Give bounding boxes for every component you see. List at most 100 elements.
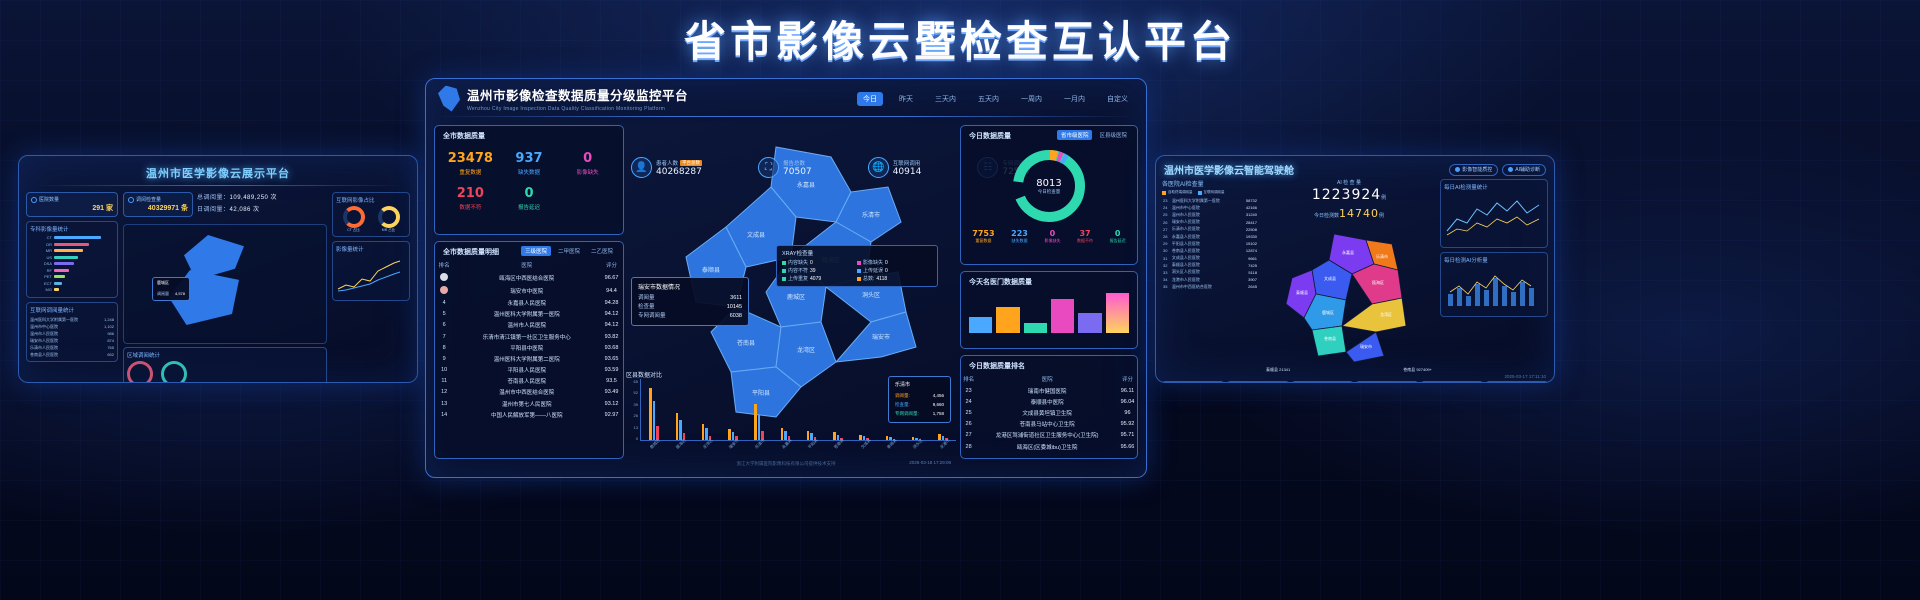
tooltip-row: 调阅量: 4,456 xyxy=(895,391,944,400)
right-header-buttons[interactable]: 影像智能质控 AI辅助诊断 xyxy=(1449,163,1546,176)
ai-charts-col: 每日AI检测量统计 每日检测AI分析量 xyxy=(1440,179,1548,377)
kpi-value: 40268287 xyxy=(656,166,702,177)
item-name: 温州市中心医院 xyxy=(30,323,58,329)
bar-label: DSA xyxy=(43,261,52,266)
donut-group: CT 占比 MR 占比 xyxy=(336,206,406,233)
top-today-bars xyxy=(961,289,1137,333)
legend-value: 0 xyxy=(885,268,888,274)
today-metric: 7753 重复数据 xyxy=(972,229,994,244)
cell-rank: 6 xyxy=(442,322,446,329)
table-row: 12 温州市中西医结合医院 93.49 xyxy=(435,387,623,398)
stat-card-read-count: 调阅检查量 40329971 条 xyxy=(123,192,193,217)
chip-icon-button[interactable]: AI辅助诊断 xyxy=(1502,163,1546,176)
bar-group xyxy=(827,431,849,440)
donut: MR 占比 xyxy=(377,206,400,233)
cell-hospital: 温州医科大学附属第一医院 xyxy=(493,312,560,319)
hospital-tier-tabs[interactable]: 省市级医院 区县级医院 xyxy=(1056,130,1131,140)
table-row: 25 文成县黄坦镇卫生院 96 xyxy=(961,407,1137,418)
cell-value: 3907 xyxy=(1248,277,1257,283)
chart-title: 区域调阅统计 xyxy=(127,353,161,359)
cell-rank: 29 xyxy=(1163,241,1168,247)
cell-hospital: 瑞南市健国医院 xyxy=(1027,388,1067,395)
donut-label: MR 占比 xyxy=(381,228,396,232)
bar-label: DR xyxy=(46,241,52,247)
bar-row: US xyxy=(30,255,114,260)
filter-1[interactable]: 昨天 xyxy=(899,95,913,103)
y-tick: 0 xyxy=(635,435,638,441)
cell-hospital: 瓯海区中西医结合医院 xyxy=(499,275,555,282)
ai-hospital-list-col: 各医院AI检查量 自助终端调阅量 互联网调阅量 23 温州医科大学附属第一医院 … xyxy=(1162,179,1258,377)
metric-label: 影像缺失 xyxy=(576,170,599,176)
shield-icon-button[interactable]: 影像智能质控 xyxy=(1449,163,1499,176)
cell-name: 文成县人民医院 xyxy=(1171,255,1200,261)
filter-0[interactable]: 今日 xyxy=(857,91,883,106)
bar xyxy=(938,433,941,440)
filter-2[interactable]: 三天内 xyxy=(935,95,956,103)
right-timestamp: 2025-03-17 17:11:10 xyxy=(1504,374,1546,379)
metric-label: 缺失数据 xyxy=(517,170,540,176)
cell-score: 93.82 xyxy=(604,333,619,340)
cell-hospital: 泰顺县中医院 xyxy=(1030,399,1064,406)
tooltip-key: 调阅量 xyxy=(638,295,655,301)
cell-score: 94.4 xyxy=(606,287,617,294)
y-tick: 13 xyxy=(633,424,638,430)
tooltip-key: 检查量 xyxy=(638,304,655,310)
list-title: 各医院AI检查量 xyxy=(1162,182,1204,188)
detail-tab-2[interactable]: 二乙医院 xyxy=(590,249,613,255)
quality-metric: 0 报告延迟 xyxy=(500,181,559,216)
tooltip-title: 鹿城区 xyxy=(157,280,169,285)
chip-icon xyxy=(1508,167,1514,172)
bar-label: PET xyxy=(44,274,52,279)
image-volume-trend: 影像量统计 xyxy=(332,241,410,301)
daily-ai-line xyxy=(1446,200,1540,236)
left-panel-title: 温州市医学影像云展示平台 xyxy=(146,168,290,180)
svg-text:龙湾区: 龙湾区 xyxy=(797,346,815,354)
metric-label: 重复数据 xyxy=(459,170,482,176)
donut-label: CT 占比 xyxy=(347,228,360,232)
card-title: 今日数据质量 xyxy=(969,133,1011,140)
ai-map-col: AI 检 查 量 1223924例 今日检测数14740例 永嘉县乐 xyxy=(1262,179,1436,377)
bar xyxy=(708,435,712,440)
today-tab-1[interactable]: 区县级医院 xyxy=(1099,133,1127,139)
stat-label: 调阅检查量 xyxy=(136,197,162,203)
metric-value: 937 xyxy=(515,151,543,166)
item-name: 瑞安市人民医院 xyxy=(30,337,58,343)
ai-metric-value: 1223924 xyxy=(1311,187,1382,203)
today-metrics-row: 7753 重复数据 223 缺失数据 0 影像缺失 37 数据不符 0 报告延迟 xyxy=(961,227,1137,244)
modality-stat: ◉ 1323368+ ↑↑ 4590 个 xyxy=(1356,381,1419,382)
ai-metric-unit: 例 xyxy=(1381,195,1387,201)
tooltip-value: 4,456 xyxy=(932,393,944,398)
hospital-rank-table: 排名 医院 评分 瓯海区中西医结合医院 96.67 瑞安市中医院 94.4 4 永嘉… xyxy=(435,259,623,420)
y-tick: 39 xyxy=(633,401,638,407)
filter-6[interactable]: 自定义 xyxy=(1107,95,1128,103)
center-header: 温州市影像检查数据质量分级监控平台 Wenzhou City Image Ins… xyxy=(426,79,1146,116)
chart-title: 区县数据对比 xyxy=(626,373,663,379)
center-timestamp: 2025-03-18 17:29:08 xyxy=(909,460,951,465)
svg-text:乐清市: 乐清市 xyxy=(862,211,880,219)
svg-text:鹿城区: 鹿城区 xyxy=(1322,309,1334,315)
tooltip-value: 9,660 xyxy=(932,402,944,407)
date-filter-group[interactable]: 今日 昨天 三天内 五天内 一周内 一月内 自定义 xyxy=(857,91,1134,106)
bar xyxy=(675,413,679,440)
tooltip-key: 调阅量: xyxy=(894,393,910,398)
table-row: 9 温州医科大学附属第二医院 93.65 xyxy=(435,353,623,364)
y-tick: 65 xyxy=(633,379,638,384)
detail-tab-1[interactable]: 二甲医院 xyxy=(557,249,580,255)
left-region-map[interactable]: 鹿城区 调阅量 4,578 xyxy=(123,224,327,344)
y-tick: 52 xyxy=(633,390,638,396)
filter-4[interactable]: 一周内 xyxy=(1021,95,1042,103)
detail-tab-0[interactable]: 三级医院 xyxy=(520,246,551,256)
specialty-volume-chart: 专科影像量统计 CT DR MR US DSA RF PET ECT MG xyxy=(26,221,118,298)
left-map-tooltip: 鹿城区 调阅量 4,578 xyxy=(152,277,191,301)
bar-row: MG xyxy=(30,287,114,292)
today-quality-card: 今日数据质量 省市级医院 区县级医院 8013 今日检查量 7753 重复数据 2… xyxy=(960,125,1138,265)
bar-group xyxy=(879,436,901,440)
cell-score: 92.97 xyxy=(604,411,619,418)
today-tab-0[interactable]: 省市级医院 xyxy=(1056,130,1093,140)
item-name: 温州市人民医院 xyxy=(30,330,58,336)
hospital-level-tabs[interactable]: 三级医院 二甲医院 二乙医院 xyxy=(520,246,617,256)
filter-3[interactable]: 五天内 xyxy=(978,95,999,103)
medal-icon xyxy=(440,285,449,294)
filter-5[interactable]: 一月内 xyxy=(1064,95,1085,103)
